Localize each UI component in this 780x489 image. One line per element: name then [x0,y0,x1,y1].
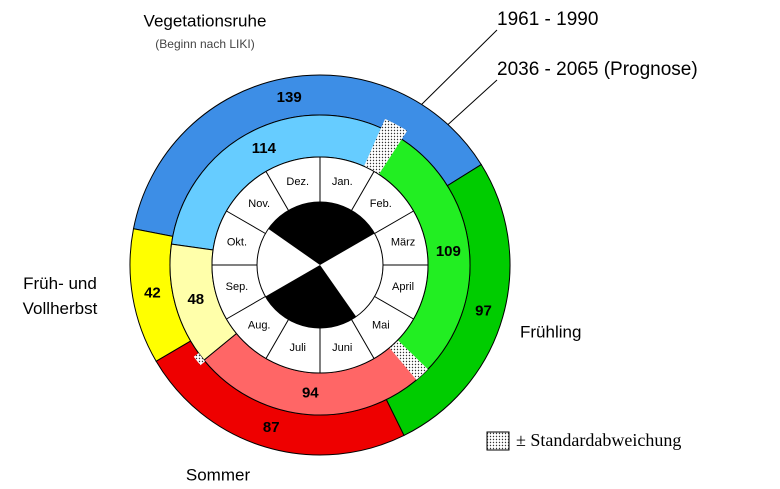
month-divider [374,296,414,320]
category-label: Sommer [186,465,251,484]
value-label: 97 [475,303,492,320]
month-label: Aug. [248,320,271,332]
month-label: Juni [332,342,352,354]
series-label: 2036 - 2065 (Prognose) [497,59,698,80]
month-label: Nov. [248,198,270,210]
legend-text: ± Standardabweichung [516,430,681,450]
month-divider [226,210,266,234]
month-divider [265,319,289,359]
value-label: 87 [263,419,280,436]
center-wedge [268,202,375,265]
month-divider [265,171,289,211]
category-label: Frühling [520,322,581,341]
std-band [363,118,408,175]
month-divider [351,171,375,211]
value-label: 48 [187,291,204,308]
value-label: 94 [302,385,319,402]
month-label: April [392,281,414,293]
category-label: Vegetationsruhe [144,11,267,30]
value-label: 42 [144,285,161,302]
std-band [389,340,428,380]
category-label: Früh- und Vollherbst [23,274,98,318]
legend-swatch [486,431,510,451]
month-label: Juli [289,342,306,354]
series-label: 1961 - 1990 [497,9,598,30]
month-label: Jan. [332,176,353,188]
month-label: Sep. [226,281,249,293]
month-label: Feb. [370,198,392,210]
month-label: Dez. [286,176,309,188]
leader-line [417,29,498,109]
month-label: März [391,237,415,249]
month-label: Okt. [227,237,247,249]
value-label: 109 [436,243,461,260]
month-label: Mai [372,320,390,332]
month-divider [374,210,414,234]
center-wedge [265,265,357,328]
value-label: 139 [277,89,302,106]
month-divider [351,319,375,359]
std-band [193,353,206,366]
month-divider [226,296,266,320]
value-label: 114 [252,140,277,157]
category-note: (Beginn nach LIKI) [155,37,254,51]
